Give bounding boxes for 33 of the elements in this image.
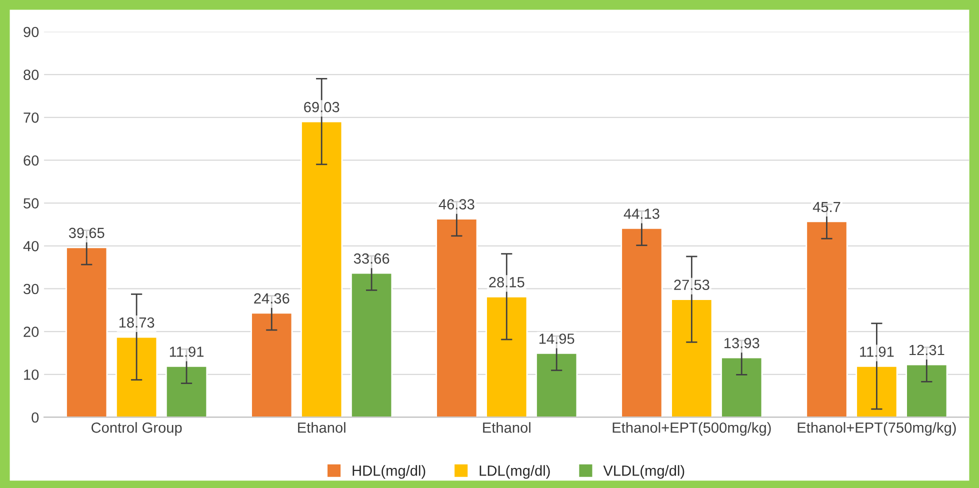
data-label: 27.53 [674, 280, 710, 290]
data-label: 45.7 [812, 202, 840, 212]
data-label: 11.91 [860, 346, 894, 357]
legend-label: HDL(mg/dl) [352, 465, 426, 479]
data-label: 18.73 [119, 317, 154, 328]
legend-label: VLDL(mg/dl) [603, 465, 684, 479]
data-label: 39.65 [68, 228, 104, 238]
y-tick-label: 30 [24, 284, 39, 294]
data-label: 33.66 [354, 253, 390, 264]
x-tick-label: Control Group [92, 422, 182, 436]
data-label: 14.95 [539, 334, 574, 344]
y-tick-label: 50 [24, 198, 39, 208]
y-tick-label: 10 [24, 370, 39, 380]
x-tick-label: Ethanol [298, 422, 346, 433]
legend-label: LDL(mg/dl) [480, 465, 550, 479]
data-label: 24.36 [254, 293, 290, 304]
y-tick-label: 70 [24, 112, 39, 123]
data-label: 11.91 [170, 346, 204, 357]
y-tick-label: 80 [24, 70, 39, 80]
y-tick-label: 40 [23, 241, 39, 252]
data-label: 69.03 [304, 102, 340, 112]
data-label: 44.13 [624, 208, 660, 219]
y-tick-label: 90 [24, 26, 39, 38]
data-label: 46.33 [438, 199, 474, 210]
x-tick-label: Ethanol+EPT(500mg/kg) [612, 422, 771, 436]
y-tick-label: 60 [24, 155, 39, 166]
data-label: 12.31 [910, 344, 944, 356]
data-label: 28.15 [489, 277, 524, 288]
y-tick-label: 20 [24, 326, 39, 337]
x-tick-label: Ethanol+EPT(750mg/kg) [798, 422, 956, 436]
x-tick-label: Ethanol [483, 422, 530, 433]
y-tick-label: 0 [32, 412, 39, 423]
data-label: 13.93 [724, 338, 760, 348]
